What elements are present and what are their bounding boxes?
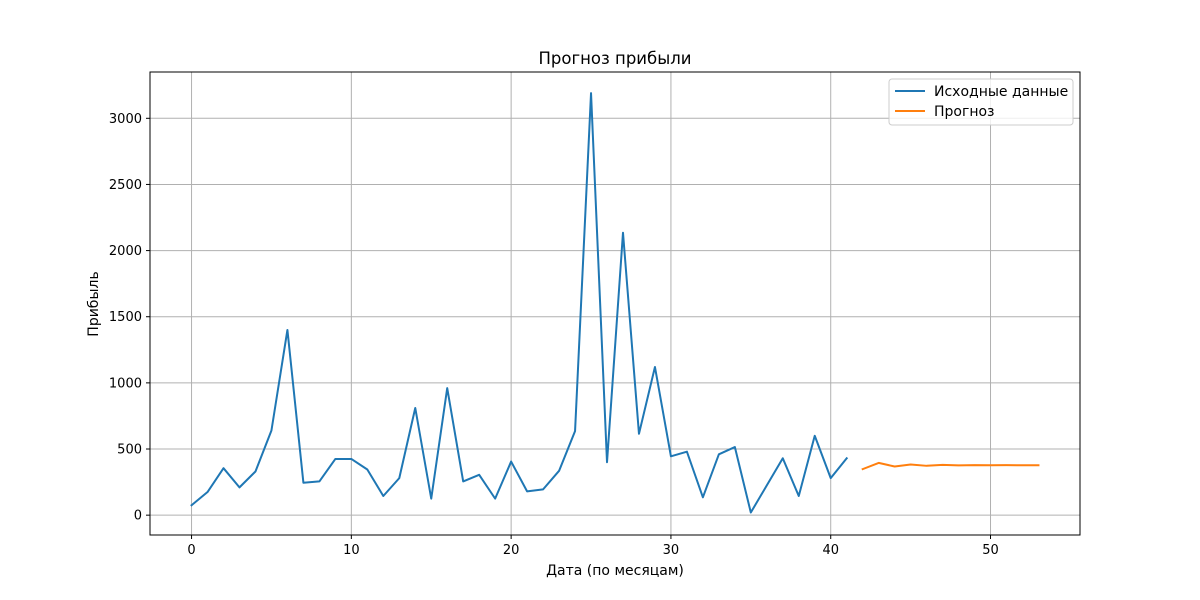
legend-box: [888, 78, 1074, 126]
x-axis-ticks: 0 10 20 30 40 50: [187, 535, 999, 558]
series-line-original: [190, 92, 849, 514]
legend: Исходные данные Прогноз: [888, 78, 1074, 126]
y-tick-label: 2500: [109, 178, 142, 193]
plot-area-frame: [149, 71, 1081, 536]
series-line-forecast: [861, 461, 1040, 471]
x-tick-label: 30: [663, 543, 680, 558]
y-tick-label: 1000: [109, 376, 142, 391]
y-axis-ticks: 0 500 1000 1500 2000 2500 3000: [109, 112, 150, 524]
x-tick-label: 40: [822, 543, 839, 558]
y-axis-title: Прибыль: [86, 271, 102, 336]
x-axis-title: Дата (по месяцам): [546, 563, 684, 579]
y-tick-label: 2000: [109, 244, 142, 259]
y-tick-label: 0: [134, 509, 142, 524]
x-tick-label: 20: [503, 543, 520, 558]
x-tick-label: 0: [187, 543, 195, 558]
y-tick-label: 1500: [109, 310, 142, 325]
y-tick-label: 3000: [109, 112, 142, 127]
legend-label-forecast: Прогноз: [934, 104, 995, 120]
x-tick-label: 10: [343, 543, 360, 558]
chart-title: Прогноз прибыли: [538, 49, 691, 68]
series-lines: [190, 92, 1040, 514]
x-tick-label: 50: [982, 543, 999, 558]
y-tick-label: 500: [117, 443, 142, 458]
legend-label-original: Исходные данные: [934, 84, 1068, 100]
